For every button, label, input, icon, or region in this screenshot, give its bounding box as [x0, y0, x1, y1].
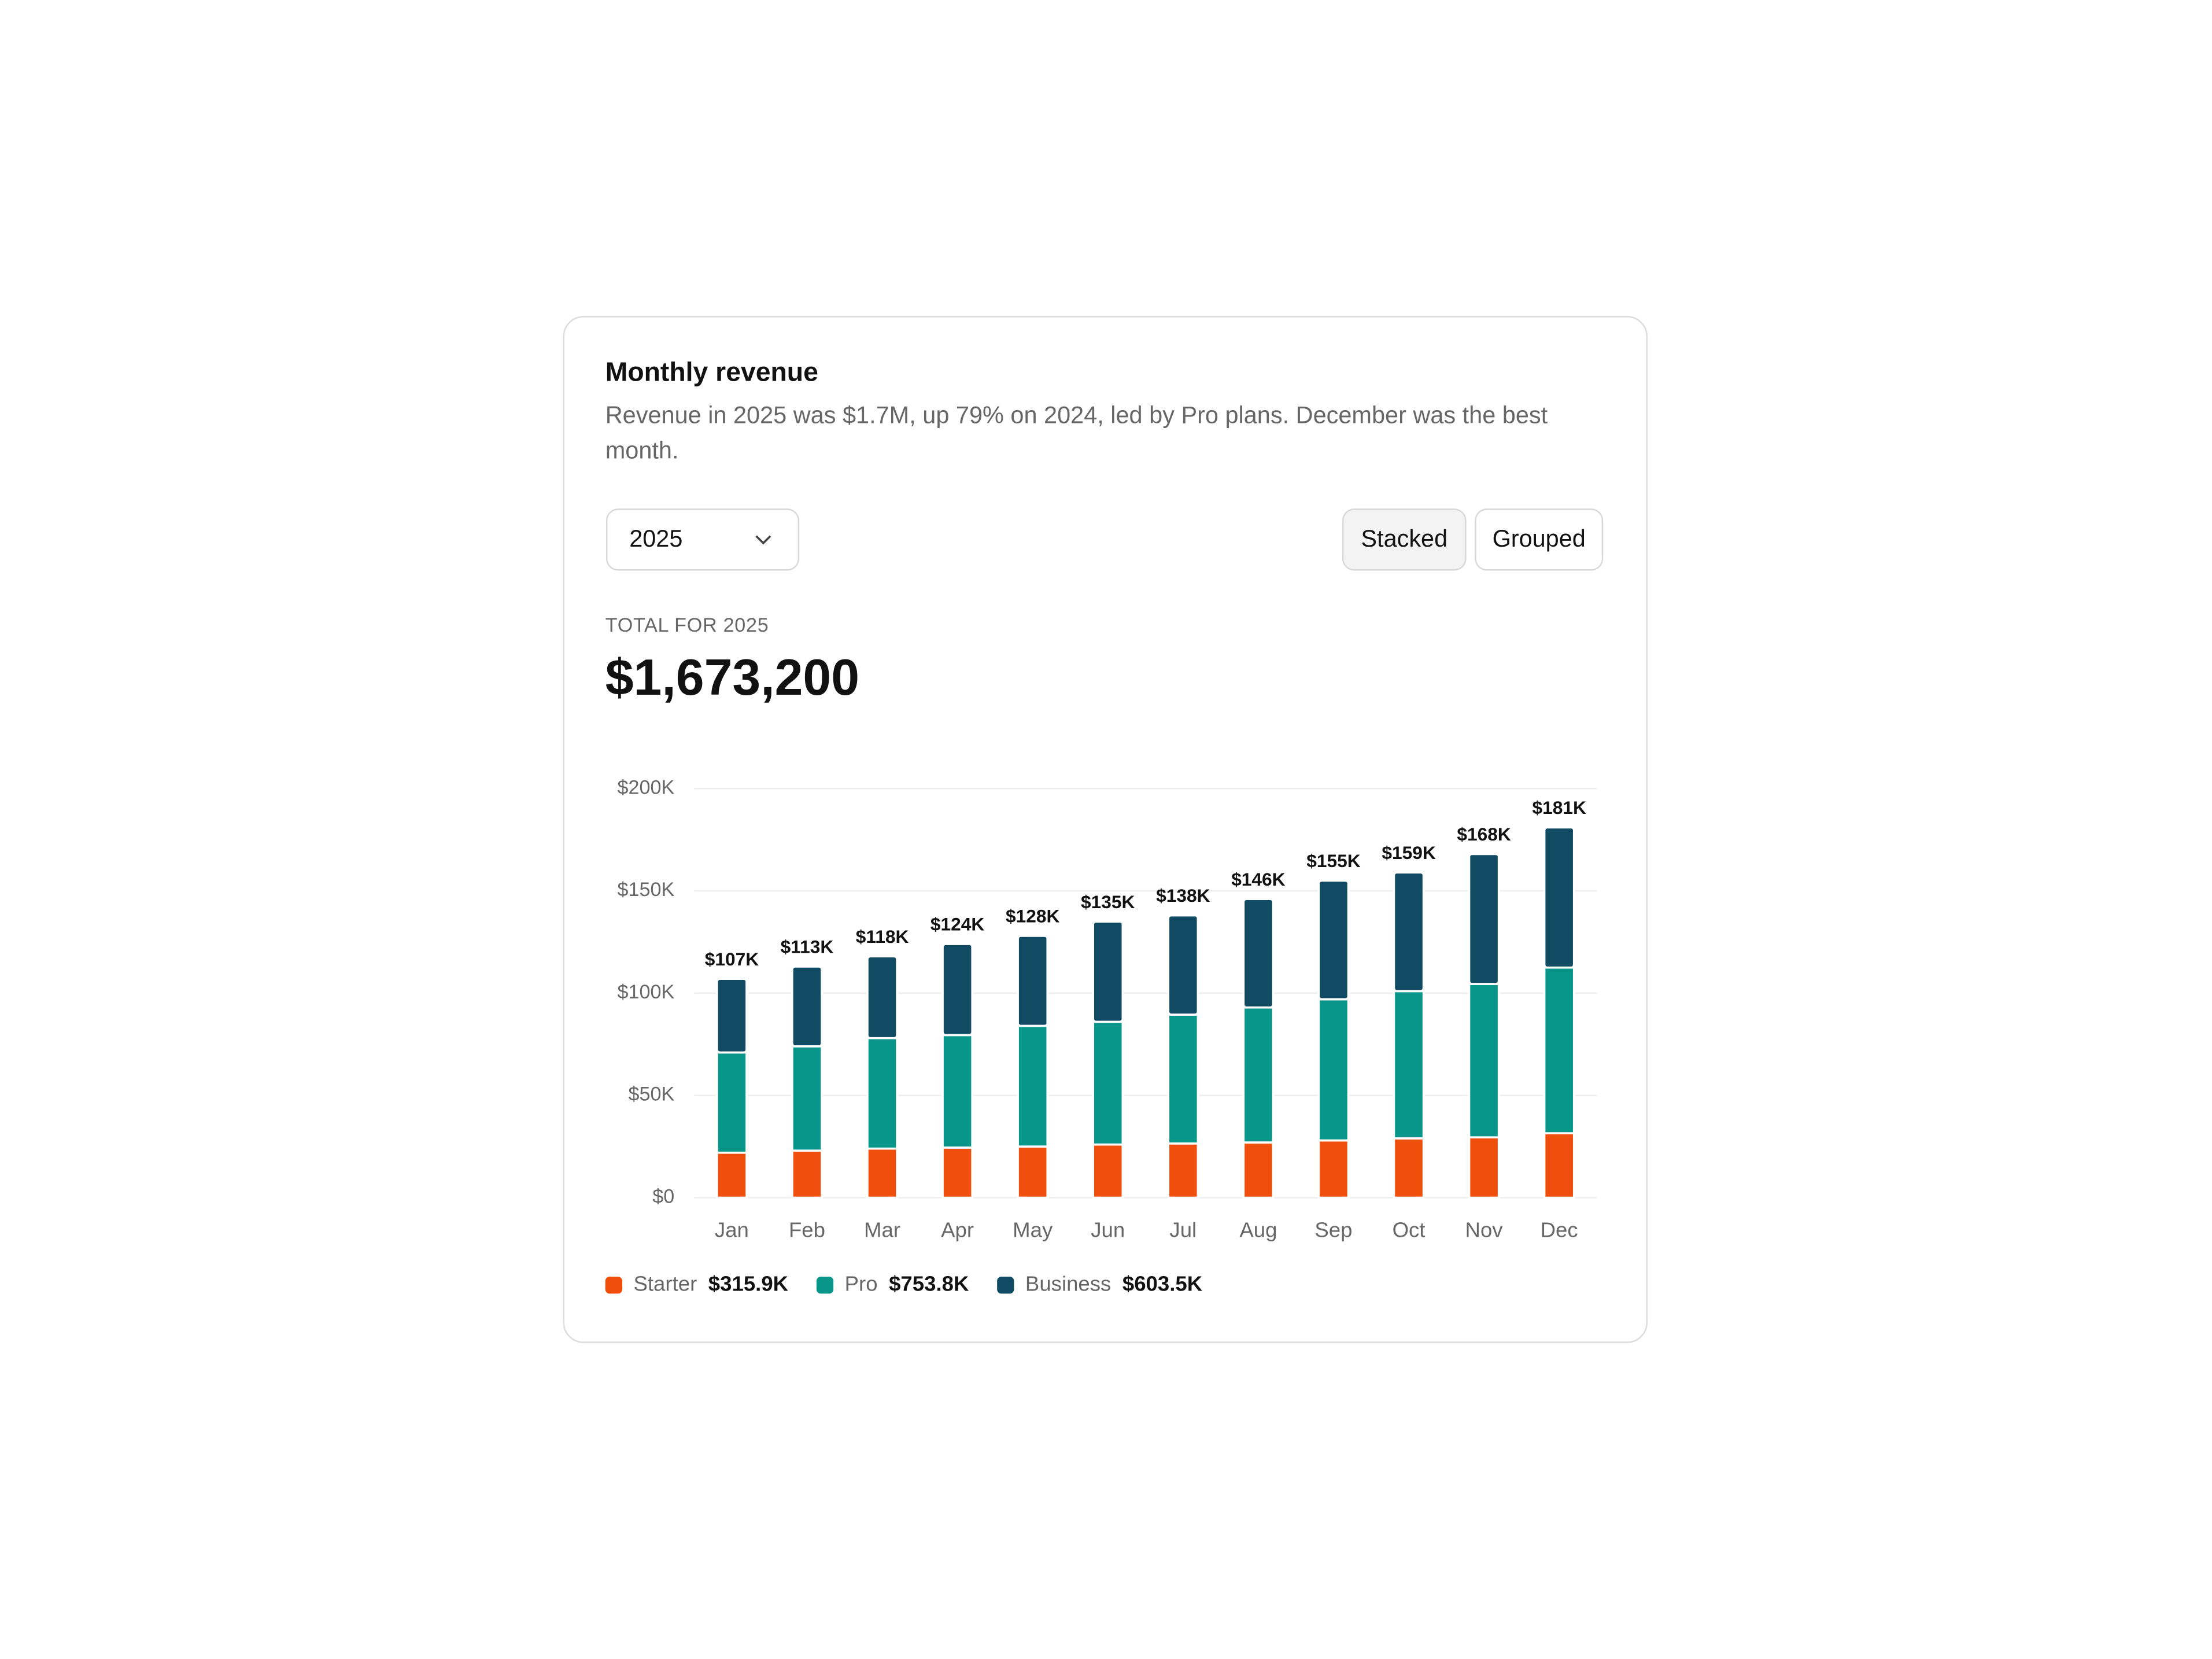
total-label: $113K — [781, 937, 834, 957]
button-label[interactable]: Grouped — [1493, 525, 1586, 552]
bar-segment — [1017, 1145, 1049, 1199]
bar-segment — [866, 1037, 898, 1150]
x-tick-label: Mar — [864, 1218, 900, 1242]
y-tick-label: $200K — [618, 776, 675, 798]
bar-segment — [1092, 1143, 1124, 1199]
total-label: $146K — [1231, 869, 1285, 890]
bar-segment — [1317, 1139, 1350, 1199]
y-tick-label: $50K — [629, 1083, 675, 1105]
bar-segment — [866, 1147, 898, 1199]
bar-segment — [1167, 1142, 1199, 1199]
y-tick-label: $0 — [652, 1186, 674, 1208]
bar-segment — [941, 943, 974, 1037]
total-label: $168K — [1457, 824, 1511, 845]
bar-segment — [941, 1034, 974, 1149]
x-tick-label: Oct — [1393, 1218, 1426, 1242]
legend-total: $753.8K — [889, 1271, 969, 1295]
bar-segment — [1393, 1137, 1425, 1199]
bar-segment — [1242, 1006, 1275, 1144]
bar-segment — [715, 978, 748, 1054]
total-label: $118K — [856, 926, 909, 947]
bar-segment — [791, 965, 823, 1048]
bar-segment — [1317, 879, 1350, 1001]
subtitle-box: Revenue in 2025 was $1.7M, up 79% on 202… — [605, 402, 1548, 464]
legend-total: $315.9K — [708, 1271, 789, 1295]
bar-segment — [1242, 1141, 1275, 1199]
year-dropdown[interactable]: 2025 — [605, 508, 800, 571]
y-tick-label: $100K — [618, 981, 675, 1003]
bar-segment — [791, 1045, 823, 1152]
dropdown-value[interactable]: 2025 — [629, 525, 682, 552]
bar-segment — [1092, 920, 1124, 1023]
x-tick-label: Apr — [941, 1218, 974, 1242]
total-label: $124K — [930, 914, 984, 935]
legend-total: $603.5K — [1122, 1271, 1203, 1295]
total-label: $107K — [705, 949, 759, 969]
total-caption: TOTAL FOR 2025 — [605, 614, 769, 636]
button-box[interactable] — [1342, 508, 1467, 571]
bar-segment — [1543, 966, 1575, 1134]
bar-segment — [1468, 853, 1500, 985]
bar-segment — [1242, 898, 1275, 1009]
bar-segment — [1393, 871, 1425, 993]
total-label: $155K — [1306, 850, 1360, 871]
x-tick-label: May — [1013, 1218, 1053, 1242]
legend-swatch — [997, 1277, 1014, 1294]
x-tick-label: Nov — [1465, 1218, 1504, 1242]
total-label: $128K — [1006, 906, 1059, 927]
bar-segment — [715, 1051, 748, 1154]
total-label: $138K — [1156, 885, 1210, 906]
total-label: $181K — [1532, 797, 1586, 818]
bar-segment — [1167, 914, 1199, 1016]
total-value: $1,673,200 — [605, 649, 859, 706]
legend-name: Pro — [845, 1271, 878, 1295]
x-tick-label: Sep — [1314, 1218, 1352, 1242]
legend-name: Business — [1025, 1271, 1111, 1295]
bar-segment — [1017, 935, 1049, 1027]
x-tick-label: Jun — [1091, 1218, 1125, 1242]
x-tick-label: Feb — [789, 1218, 825, 1242]
bar-segment — [1543, 826, 1575, 969]
bar-segment — [1017, 1024, 1049, 1148]
chart-subtitle: Revenue in 2025 was $1.7M, up 79% on 202… — [605, 402, 1548, 464]
chart-title: Monthly revenue — [605, 357, 818, 387]
total-label: $135K — [1081, 891, 1135, 912]
bar-segment — [1468, 983, 1500, 1139]
bar-segment — [715, 1151, 748, 1199]
dropdown-box[interactable] — [605, 508, 800, 571]
bar-segment — [1092, 1020, 1124, 1146]
x-tick-label: Dec — [1541, 1218, 1578, 1242]
bar-segment — [1543, 1132, 1575, 1199]
button-box[interactable] — [1475, 508, 1604, 571]
bar-segment — [791, 1149, 823, 1199]
x-tick-label: Jul — [1169, 1218, 1197, 1242]
x-tick-label: Aug — [1239, 1218, 1277, 1242]
card — [563, 316, 1648, 1343]
total-label: $159K — [1382, 842, 1435, 863]
bar-segment — [941, 1146, 974, 1199]
legend-name: Starter — [634, 1271, 697, 1295]
grouped-button[interactable]: Grouped — [1475, 508, 1604, 571]
bar-segment — [1317, 998, 1350, 1142]
chevron-icon[interactable] — [755, 535, 771, 545]
bar-segment — [866, 955, 898, 1039]
legend-swatch — [816, 1277, 834, 1294]
bar-segment — [1393, 990, 1425, 1140]
bar-segment — [1167, 1013, 1199, 1145]
legend-swatch — [605, 1277, 622, 1294]
bar-segment — [1468, 1136, 1500, 1199]
y-tick-label: $150K — [618, 879, 675, 901]
x-tick-label: Jan — [715, 1218, 749, 1242]
stacked-button[interactable]: Stacked — [1342, 508, 1467, 571]
button-label[interactable]: Stacked — [1361, 525, 1447, 552]
